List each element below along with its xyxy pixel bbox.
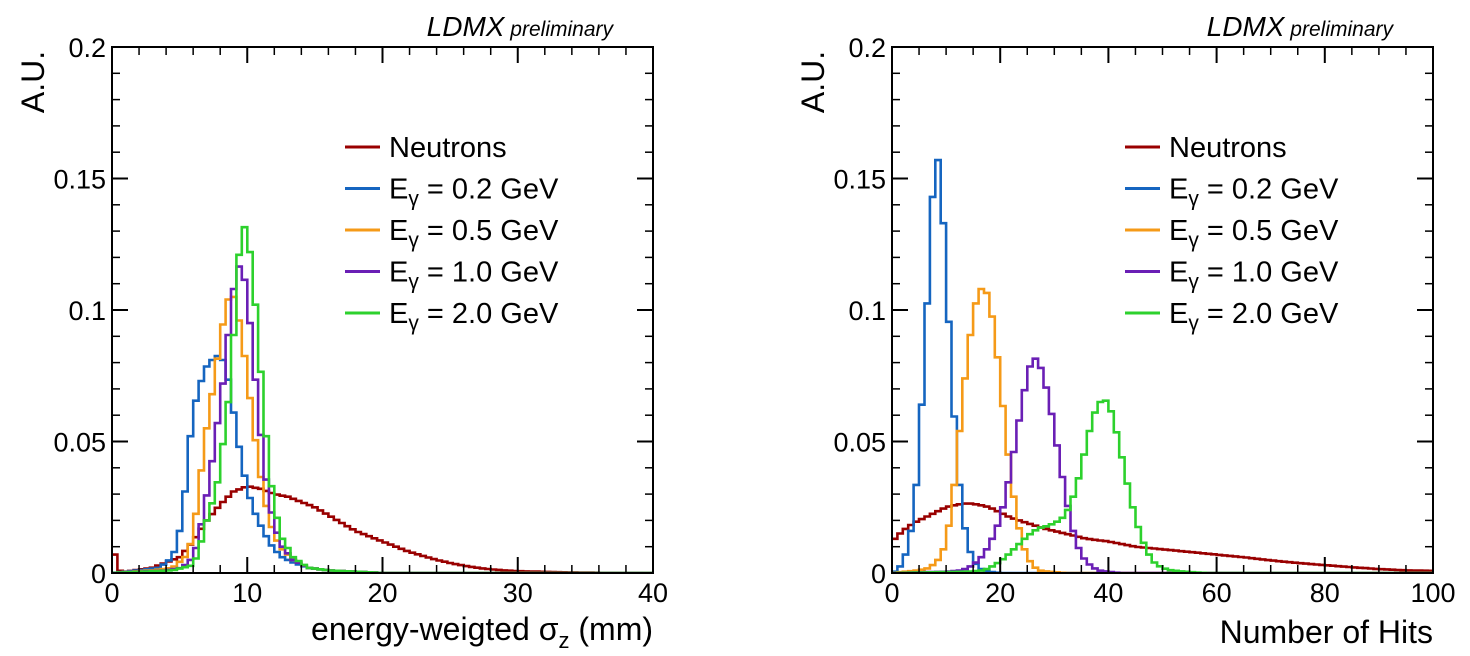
legend: Neutrons Eγ = 0.2 GeV Eγ = 0.5 GeV Eγ = 1.0… [345,132,559,335]
y-tick-label: 0.05 [53,428,106,458]
x-tick-label: 60 [1202,578,1232,608]
histogram-neutrons [892,502,1433,573]
legend-label: Eγ = 0.2 GeV [389,174,559,211]
y-tick-label: 0 [91,559,106,589]
x-tick-label: 20 [985,578,1015,608]
histograms [112,225,653,573]
y-tick-label: 0 [871,559,886,589]
histogram-0-5-gev [892,287,1433,573]
histogram-2-0-gev [112,225,653,573]
legend-label: Neutrons [1169,132,1287,164]
legend-label: Eγ = 0.5 GeV [1169,215,1339,252]
x-tick-label: 30 [503,578,533,608]
legend-label: Eγ = 0.2 GeV [1169,174,1339,211]
legend-label: Eγ = 1.0 GeV [1169,257,1339,294]
x-tick-label: 40 [1093,578,1123,608]
histogram-0-2-gev [892,158,1433,573]
y-tick-label: 0.2 [68,33,106,63]
x-tick-label: 0 [884,578,899,608]
histograms [892,158,1433,573]
y-tick-label: 0.1 [848,296,886,326]
chart-panel-1: 0 10 20 30 40 0 0.05 0.1 0.15 0.2 A.U. energy-weigt… [15,11,668,653]
plot-frame [111,46,654,574]
legend-label: Eγ = 2.0 GeV [1169,298,1339,335]
y-tick-label: 0.15 [833,165,886,195]
x-axis-label: Number of Hits [1220,614,1433,650]
histogram-1-0-gev [892,357,1433,573]
x-axis-label: energy-weigted σz (mm) [311,611,653,653]
ldmx-watermark: LDMX preliminary [1207,11,1395,42]
y-axis-label: A.U. [795,51,831,113]
legend: Neutrons Eγ = 0.2 GeV Eγ = 0.5 GeV Eγ = 1.0… [1125,132,1339,335]
x-tick-label: 20 [367,578,397,608]
y-tick-label: 0.15 [53,165,106,195]
histogram-2-0-gev [892,399,1433,573]
legend-label: Eγ = 0.5 GeV [389,215,559,252]
x-tick-label: 80 [1310,578,1340,608]
y-tick-label: 0.05 [833,428,886,458]
y-axis-label: A.U. [15,51,51,113]
legend-label: Neutrons [389,132,507,164]
y-tick-label: 0.2 [848,33,886,63]
x-tick-label: 0 [104,578,119,608]
x-tick-label: 40 [638,578,668,608]
x-tick-label: 100 [1410,578,1455,608]
y-tick-label: 0.1 [68,296,106,326]
x-tick-label: 10 [232,578,262,608]
chart-panel-2: 0 20 40 60 80 100 0 0.05 0.1 0.15 0.2 A.U. Number of… [795,11,1456,650]
legend-label: Eγ = 2.0 GeV [389,298,559,335]
ldmx-watermark: LDMX preliminary [427,11,615,42]
legend-label: Eγ = 1.0 GeV [389,257,559,294]
